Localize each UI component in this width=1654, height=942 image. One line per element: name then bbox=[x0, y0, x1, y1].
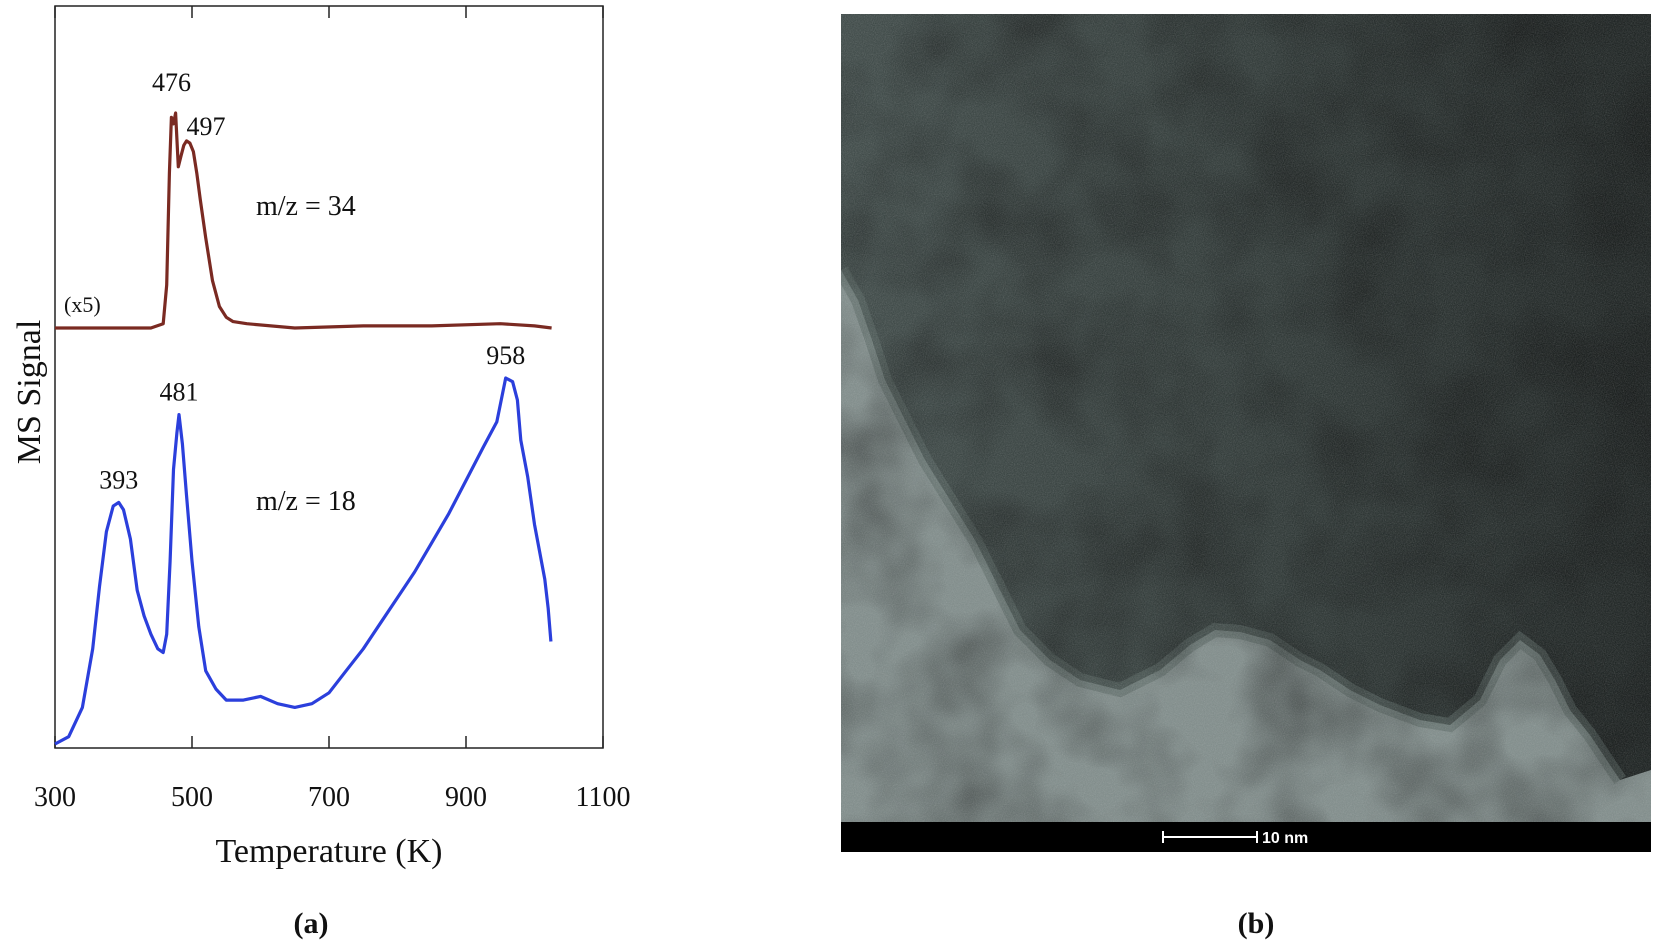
x-tick-label: 500 bbox=[171, 782, 213, 813]
series-line-mz34 bbox=[55, 111, 552, 330]
scale-bar-label: 10 nm bbox=[1262, 830, 1308, 847]
panel-label-b: (b) bbox=[1238, 907, 1275, 940]
scale-note-x5: (x5) bbox=[64, 292, 101, 317]
x-tick-label: 1100 bbox=[576, 782, 631, 813]
plot-frame bbox=[54, 5, 604, 749]
peak-label: 958 bbox=[486, 341, 525, 370]
series-label-mz34: m/z = 34 bbox=[256, 191, 356, 222]
x-tick-label: 300 bbox=[34, 782, 76, 813]
peak-label: 481 bbox=[159, 378, 198, 407]
tem-micrograph bbox=[841, 14, 1651, 822]
x-tick-label: 900 bbox=[445, 782, 487, 813]
series-line-mz18 bbox=[54, 376, 553, 746]
panel-label-a: (a) bbox=[294, 907, 329, 940]
y-axis-title: MS Signal bbox=[11, 320, 48, 465]
scale-bar bbox=[1162, 831, 1258, 843]
peak-label: 497 bbox=[186, 112, 225, 141]
peak-label: 476 bbox=[152, 68, 191, 97]
x-axis-title: Temperature (K) bbox=[216, 833, 443, 870]
x-axis-ticks bbox=[54, 6, 604, 748]
peak-label: 393 bbox=[99, 465, 138, 494]
peak-annotations: 476 497 393 481 958 bbox=[99, 68, 525, 494]
series-label-mz18: m/z = 18 bbox=[256, 486, 356, 517]
plot-area bbox=[54, 5, 604, 749]
x-tick-label: 700 bbox=[308, 782, 350, 813]
x-axis-tick-labels: 300 500 700 900 1100 bbox=[34, 782, 630, 813]
